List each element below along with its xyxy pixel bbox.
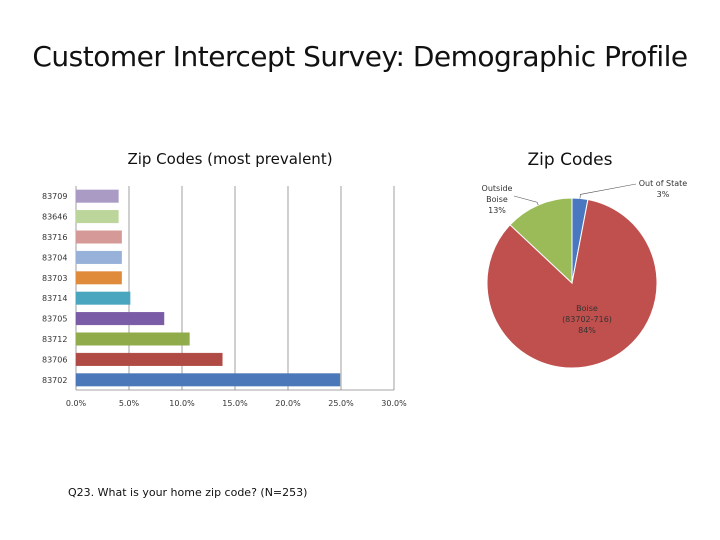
pie-label-out-of-state: Out of State 3% bbox=[639, 179, 688, 199]
x-tick-label: 0.0% bbox=[66, 399, 87, 408]
bar-83702 bbox=[75, 373, 341, 387]
x-tick-label: 20.0% bbox=[275, 399, 301, 408]
bar-83709 bbox=[75, 189, 119, 203]
bar-chart-title: Zip Codes (most prevalent) bbox=[127, 150, 333, 168]
x-tick-label: 10.0% bbox=[169, 399, 195, 408]
pie-chart-title: Zip Codes bbox=[527, 150, 613, 170]
pie-slice-1 bbox=[486, 198, 658, 369]
y-tick-label: 83705 bbox=[42, 315, 67, 324]
y-tick-label: 83702 bbox=[42, 376, 67, 385]
bar-83716 bbox=[75, 230, 122, 244]
bar-chart: 0.0% 5.0% 10.0% 15.0% 20.0% 25.0% 30.0% 83709 83… bbox=[42, 186, 407, 408]
y-tick-label: 83709 bbox=[42, 192, 67, 201]
pie-label-outside-boise: Outside Boise 13% bbox=[482, 184, 513, 215]
x-tick-label: 5.0% bbox=[119, 399, 140, 408]
y-tick-label: 83703 bbox=[42, 274, 67, 283]
footnote: Q23. What is your home zip code? (N=253) bbox=[68, 486, 308, 499]
pie-label-boise: Boise (83702-716) 84% bbox=[562, 304, 612, 335]
bar-83706 bbox=[75, 352, 223, 366]
bar-83714 bbox=[75, 291, 131, 305]
bar-83712 bbox=[75, 332, 190, 346]
x-tick-label: 15.0% bbox=[222, 399, 248, 408]
bar-83703 bbox=[75, 271, 122, 285]
bar-83705 bbox=[75, 312, 165, 326]
y-tick-label: 83712 bbox=[42, 335, 67, 344]
y-tick-label: 83716 bbox=[42, 233, 67, 242]
y-tick-label: 83714 bbox=[42, 294, 67, 303]
y-tick-label: 83706 bbox=[42, 355, 67, 364]
bar-83704 bbox=[75, 250, 122, 264]
y-tick-label: 83704 bbox=[42, 253, 67, 262]
leader-line bbox=[513, 195, 539, 206]
slide-title: Customer Intercept Survey: Demographic P… bbox=[32, 40, 688, 73]
pie-chart: Out of State 3% Outside Boise 13% Boise (83702… bbox=[482, 179, 688, 369]
x-tick-label: 25.0% bbox=[328, 399, 354, 408]
bar-83646 bbox=[75, 210, 119, 224]
leader-line bbox=[579, 183, 637, 199]
x-tick-label: 30.0% bbox=[381, 399, 407, 408]
y-tick-label: 83646 bbox=[42, 213, 67, 222]
